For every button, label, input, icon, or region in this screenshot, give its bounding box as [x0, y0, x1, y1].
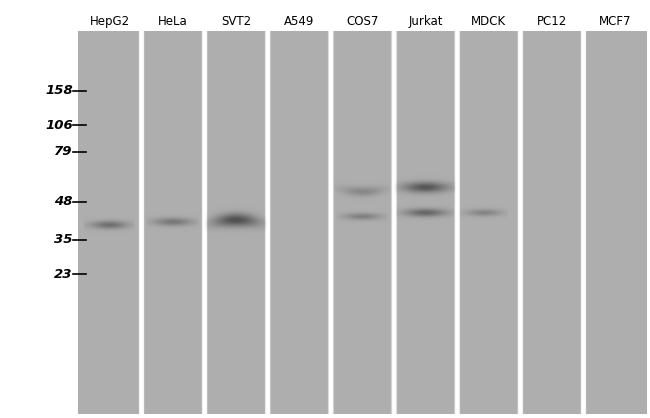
Text: MCF7: MCF7: [599, 15, 631, 28]
Text: 79: 79: [55, 145, 73, 158]
Text: Jurkat: Jurkat: [408, 15, 443, 28]
Text: HeLa: HeLa: [158, 15, 188, 28]
Text: 23: 23: [55, 268, 73, 281]
Text: 158: 158: [45, 84, 73, 97]
Text: 106: 106: [45, 119, 73, 132]
Text: SVT2: SVT2: [221, 15, 251, 28]
Text: 48: 48: [55, 195, 73, 208]
Text: MDCK: MDCK: [471, 15, 506, 28]
Text: 35: 35: [55, 233, 73, 246]
Text: COS7: COS7: [346, 15, 378, 28]
Text: A549: A549: [284, 15, 315, 28]
Text: HepG2: HepG2: [90, 15, 129, 28]
Text: PC12: PC12: [537, 15, 567, 28]
